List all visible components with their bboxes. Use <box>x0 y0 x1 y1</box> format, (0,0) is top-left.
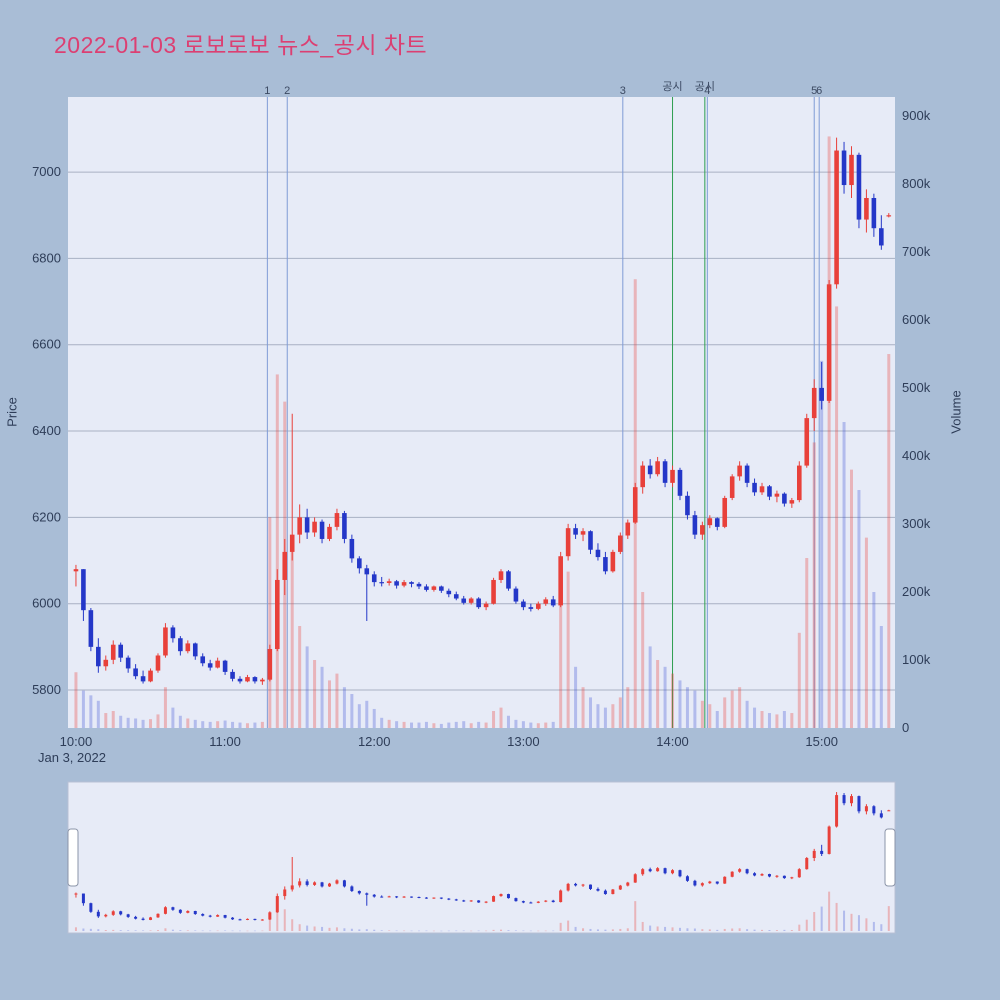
svg-text:5800: 5800 <box>32 682 61 697</box>
svg-text:6: 6 <box>816 85 822 97</box>
rangeslider-volume-bars <box>74 891 890 932</box>
price-gridlines <box>68 171 895 691</box>
svg-text:800k: 800k <box>902 176 931 191</box>
svg-text:15:00: 15:00 <box>805 734 838 749</box>
svg-text:6200: 6200 <box>32 509 61 524</box>
svg-text:7000: 7000 <box>32 164 61 179</box>
chart-title: 2022-01-03 로보로보 뉴스_공시 차트 <box>54 32 428 58</box>
svg-text:14:00: 14:00 <box>656 734 689 749</box>
svg-text:700k: 700k <box>902 244 931 259</box>
svg-text:11:00: 11:00 <box>209 734 241 749</box>
svg-text:6400: 6400 <box>32 423 61 438</box>
svg-text:4: 4 <box>704 85 710 97</box>
x-tick-labels: 10:00 11:00 12:00 13:00 14:00 15:00 <box>60 734 838 749</box>
svg-text:5: 5 <box>811 85 817 97</box>
svg-text:400k: 400k <box>902 448 931 463</box>
rangeslider-handle-left[interactable] <box>67 828 79 887</box>
x-axis-date-label: Jan 3, 2022 <box>38 750 106 765</box>
svg-text:500k: 500k <box>902 380 931 395</box>
plot-area[interactable] <box>68 97 895 728</box>
svg-text:6600: 6600 <box>32 337 61 352</box>
event-labels: 1 2 3 공시 공시4 56 <box>264 81 822 97</box>
svg-text:0: 0 <box>902 720 909 735</box>
svg-text:12:00: 12:00 <box>358 734 391 749</box>
rangeslider-candles <box>74 792 891 921</box>
svg-text:100k: 100k <box>902 652 931 667</box>
price-tick-labels: 5800 6000 6200 6400 6600 6800 7000 <box>32 164 61 697</box>
svg-text:6800: 6800 <box>32 250 61 265</box>
svg-text:1: 1 <box>264 85 270 97</box>
svg-text:10:00: 10:00 <box>60 734 93 749</box>
svg-text:공시: 공시 <box>662 81 682 93</box>
svg-text:200k: 200k <box>902 584 931 599</box>
volume-tick-labels: 0 100k 200k 300k 400k 500k 600k 700k 800k 900k <box>902 108 931 735</box>
svg-text:900k: 900k <box>902 108 931 123</box>
svg-text:2: 2 <box>284 85 290 97</box>
svg-text:300k: 300k <box>902 516 931 531</box>
rangeslider-handle-right[interactable] <box>884 828 896 887</box>
svg-text:13:00: 13:00 <box>507 734 540 749</box>
svg-text:3: 3 <box>620 85 626 97</box>
svg-text:공시: 공시 <box>695 81 715 93</box>
svg-text:6000: 6000 <box>32 596 61 611</box>
candles <box>73 137 892 685</box>
svg-text:600k: 600k <box>902 312 931 327</box>
rangeslider-area[interactable] <box>67 781 896 934</box>
